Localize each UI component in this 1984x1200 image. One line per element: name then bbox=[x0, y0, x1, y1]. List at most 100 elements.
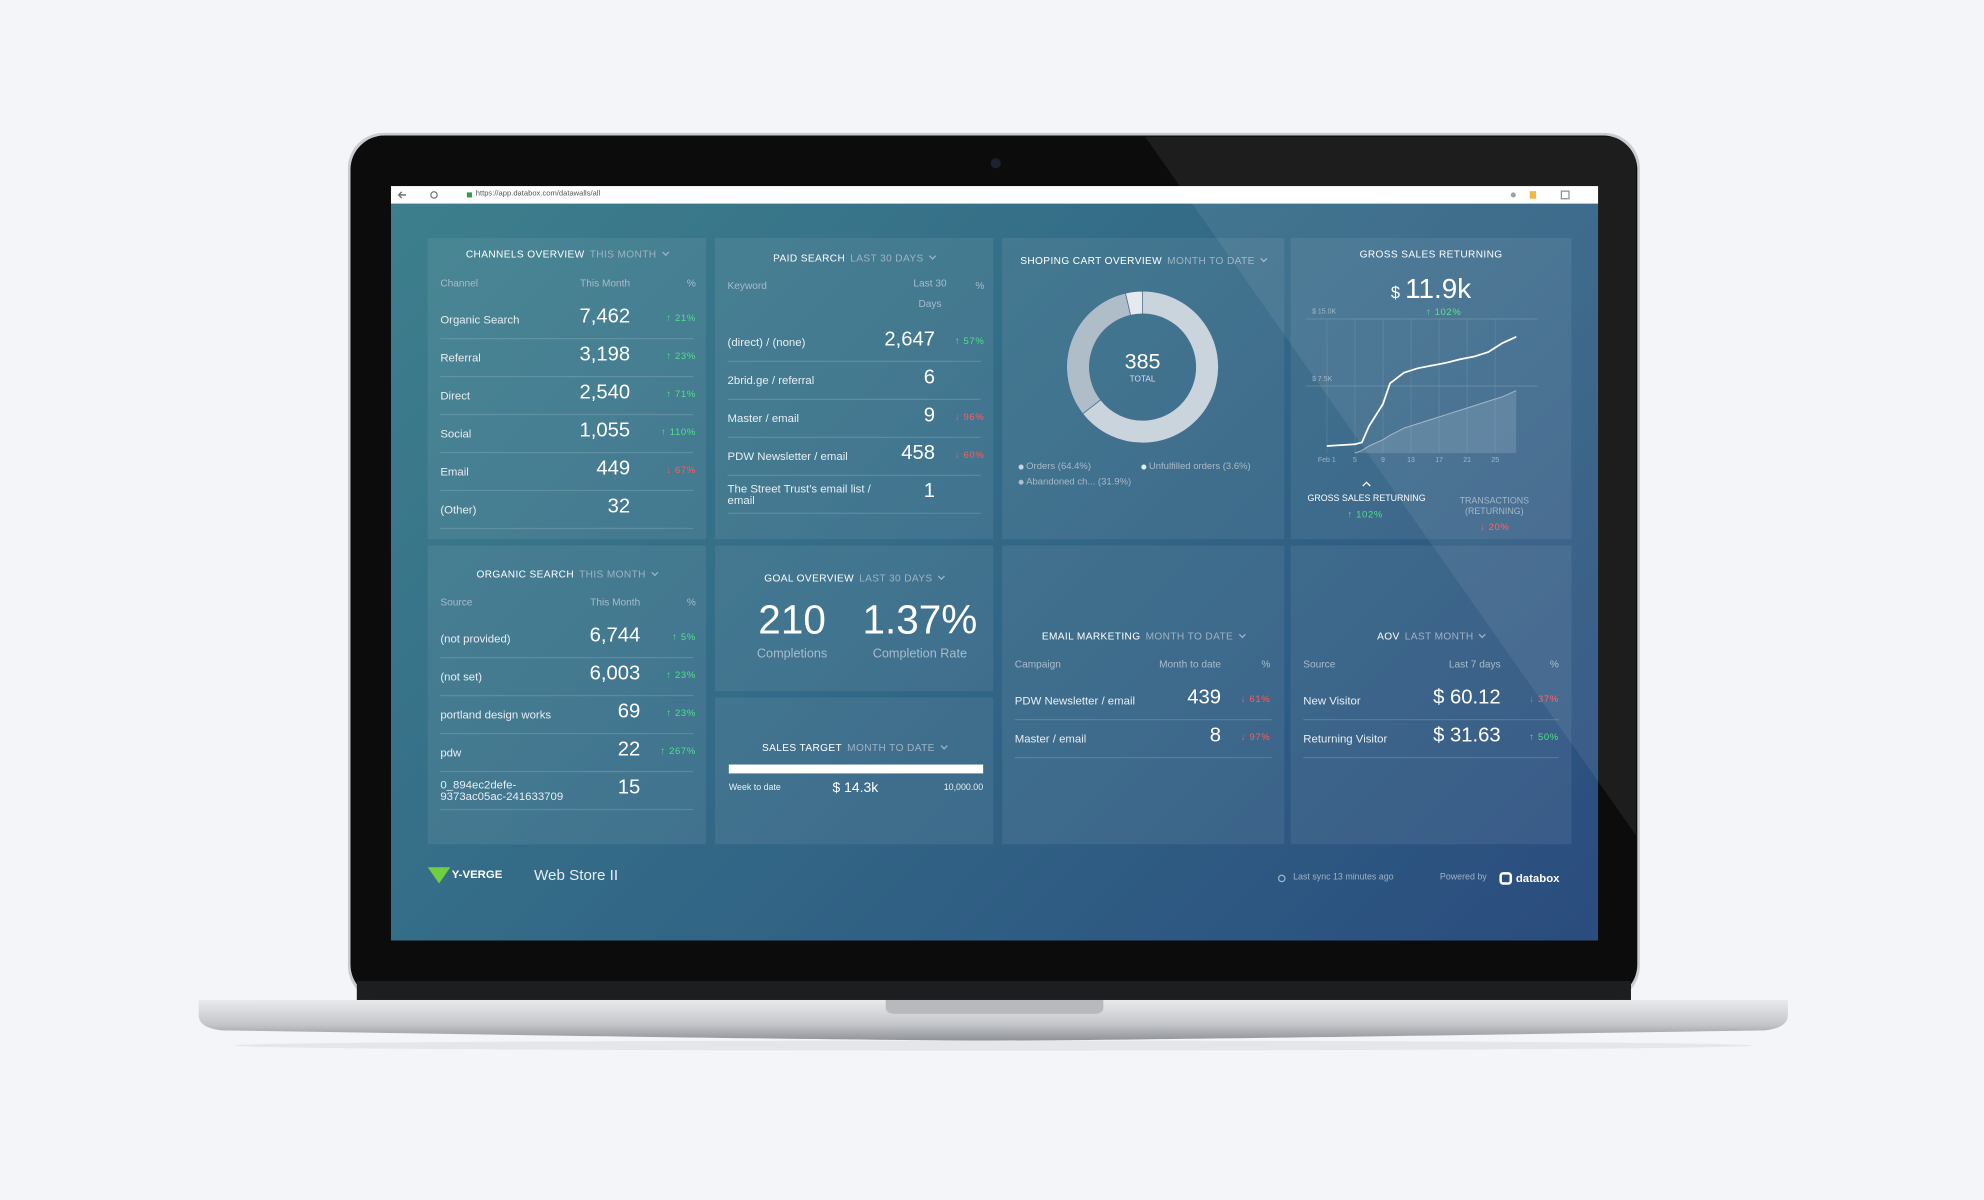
chevron bbox=[661, 248, 669, 256]
row-divider bbox=[440, 413, 694, 416]
logo-shape bbox=[427, 867, 451, 884]
panel-title: AOV LAST MONTH bbox=[1377, 630, 1487, 643]
panel-title: EMAIL MARKETING MONTH TO DATE bbox=[1042, 631, 1246, 643]
change: ↓ 96% bbox=[954, 410, 985, 423]
title-text: GOAL OVERVIEW bbox=[764, 572, 855, 585]
x-tick-label: 5 bbox=[1352, 456, 1357, 465]
row-divider bbox=[440, 656, 694, 659]
column-header: This Month bbox=[590, 596, 641, 609]
kpi-value: 11.9k bbox=[1405, 272, 1472, 305]
column-header: % bbox=[686, 596, 696, 609]
chevron bbox=[928, 252, 937, 260]
chevron bbox=[937, 572, 945, 581]
metric-value: 210 bbox=[758, 596, 826, 643]
panel-title: CHANNELS OVERVIEW THIS MONTH bbox=[466, 248, 669, 261]
column-header: Channel bbox=[440, 277, 479, 290]
x-tick-label: Feb 1 bbox=[1317, 456, 1336, 465]
brand: Y-VERGE bbox=[451, 868, 503, 881]
chevron bbox=[1478, 631, 1487, 639]
row-divider bbox=[440, 732, 694, 735]
progress-target: 10,000.00 bbox=[943, 783, 984, 793]
row-divider bbox=[440, 527, 694, 530]
panel-title: GROSS SALES RETURNING bbox=[1360, 249, 1503, 261]
row-divider bbox=[440, 375, 694, 378]
dashboard: CHANNELS OVERVIEW THIS MONTH Channel This M… bbox=[390, 203, 1599, 941]
row-value: $ 60.12 bbox=[1433, 687, 1501, 709]
legend-dot bbox=[1141, 464, 1147, 470]
row-value: 7,462 bbox=[579, 306, 631, 328]
row-value: 9 bbox=[923, 404, 936, 427]
legend-value: (31.9%) bbox=[1095, 475, 1132, 487]
caret bbox=[1362, 481, 1371, 487]
column-header: Campaign bbox=[1014, 658, 1061, 671]
row-name: pdw bbox=[440, 746, 462, 759]
row-name: (not provided) bbox=[440, 632, 511, 645]
legend-label: Unfulfilled orders bbox=[1148, 460, 1221, 472]
change: ↑ 57% bbox=[954, 335, 985, 347]
title-text: ORGANIC SEARCH bbox=[476, 568, 575, 581]
panel-title: ORGANIC SEARCH THIS MONTH bbox=[476, 568, 659, 581]
progress-value: $ 14.3k bbox=[832, 780, 879, 796]
legend-label: Orders bbox=[1026, 460, 1056, 472]
area-fill bbox=[1354, 390, 1517, 454]
period-text: LAST 30 DAYS bbox=[859, 572, 933, 585]
vendor-icon bbox=[1499, 872, 1513, 885]
panel-title: SALES TARGET MONTH TO DATE bbox=[761, 742, 948, 754]
row-value: 439 bbox=[1187, 687, 1222, 709]
change: ↑ 110% bbox=[661, 426, 696, 438]
x-tick-label: 21 bbox=[1463, 456, 1472, 465]
column-header: % bbox=[686, 277, 696, 290]
row-name: Returning Visitor bbox=[1303, 732, 1388, 745]
row-divider bbox=[727, 398, 981, 400]
row-divider bbox=[440, 694, 694, 697]
chevron bbox=[1238, 631, 1246, 639]
url: https://app.databox.com/datawalls/all bbox=[475, 190, 601, 199]
row-divider bbox=[440, 337, 694, 340]
period-text: MONTH TO DATE bbox=[1167, 254, 1255, 267]
row-divider bbox=[440, 489, 694, 492]
donut-segment bbox=[1066, 292, 1132, 415]
donut-segment bbox=[1125, 290, 1143, 316]
panel-title: SHOPING CART OVERVIEW MONTH TO DATE bbox=[1020, 254, 1268, 267]
change: ↑ 5% bbox=[672, 631, 696, 643]
browser-icons bbox=[398, 190, 1570, 200]
chevron bbox=[940, 742, 948, 750]
x-tick-label: 17 bbox=[1435, 456, 1443, 465]
change: ↑ 21% bbox=[666, 312, 696, 324]
panel-title: GOAL OVERVIEW LAST 30 DAYS bbox=[764, 572, 945, 585]
row-name: Master / email bbox=[727, 412, 800, 425]
powered-by: Powered by bbox=[1439, 873, 1487, 883]
hinge bbox=[356, 980, 1631, 1000]
notch bbox=[885, 999, 1104, 1014]
panel: ORGANIC SEARCH THIS MONTH Source This Month… bbox=[427, 545, 707, 845]
row-name: PDW Newsletter / email bbox=[1014, 694, 1136, 707]
x-tick-label: 25 bbox=[1491, 456, 1500, 465]
logo-icon bbox=[427, 867, 451, 884]
column-header: Month to date bbox=[1159, 658, 1222, 671]
donut-total-label: TOTAL bbox=[1129, 375, 1156, 384]
metric-label: Completion Rate bbox=[872, 647, 967, 662]
legend-entry: Unfulfilled orders (3.6%) bbox=[1148, 460, 1251, 473]
period-text: LAST MONTH bbox=[1404, 630, 1474, 643]
donut-segment bbox=[1082, 290, 1219, 444]
row-divider bbox=[727, 360, 981, 363]
panel: CHANNELS OVERVIEW THIS MONTH Channel This M… bbox=[427, 237, 707, 540]
star-icon bbox=[1510, 192, 1516, 198]
browser-bar: https://app.databox.com/datawalls/all bbox=[390, 186, 1599, 204]
row-value: 3,198 bbox=[579, 344, 631, 366]
row-value: 69 bbox=[617, 701, 641, 723]
y-tick-label: $ 7.5K bbox=[1312, 375, 1333, 384]
legend-entry: Abandoned ch... (31.9%) bbox=[1026, 475, 1132, 488]
store-name: Web Store II bbox=[533, 865, 619, 884]
row-value: $ 31.63 bbox=[1433, 725, 1501, 747]
row-divider bbox=[440, 451, 694, 454]
change: ↓ 20% bbox=[1479, 521, 1510, 533]
change: ↑ 50% bbox=[1529, 731, 1559, 743]
title-text: AOV bbox=[1377, 630, 1400, 643]
row-value: 2,647 bbox=[884, 328, 936, 351]
row-name: PDW Newsletter / email bbox=[727, 449, 848, 463]
title-text: SALES TARGET bbox=[761, 742, 843, 754]
change: ↑ 102% bbox=[1347, 508, 1383, 520]
row-name: (direct) / (none) bbox=[727, 336, 806, 349]
